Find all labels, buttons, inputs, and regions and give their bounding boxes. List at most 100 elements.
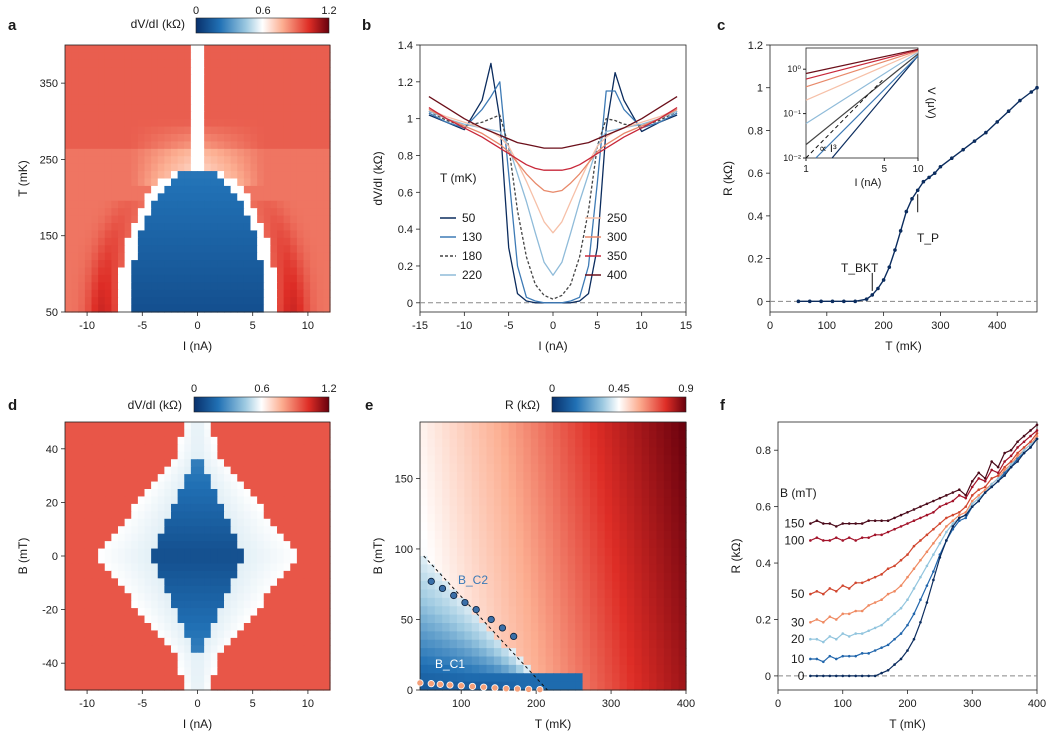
- panel-f-point-100: [945, 502, 948, 506]
- heatmap-a-cell-cell: [250, 45, 258, 54]
- heatmap-e-cell-cell: [560, 564, 569, 574]
- heatmap-d-cell-cell: [263, 660, 271, 669]
- heatmap-e-cell-cell: [508, 589, 517, 599]
- heatmap-d-cell-cell: [224, 593, 232, 602]
- heatmap-e-cell-cell: [449, 623, 458, 632]
- heatmap-d-cell-cell: [111, 556, 119, 565]
- heatmap-e-cell-cell: [656, 505, 665, 515]
- heatmap-e-cell-cell: [530, 623, 539, 632]
- heatmap-d-cell-cell: [157, 511, 165, 520]
- heatmap-d-cell-cell: [177, 474, 185, 483]
- heatmap-a-cell-cell: [263, 89, 271, 98]
- heatmap-d-cell-cell: [283, 511, 291, 520]
- inset-xtick-label-1: 5: [882, 164, 888, 175]
- heatmap-a-cell-cell: [137, 67, 146, 76]
- heatmap-d-cell-cell: [171, 436, 179, 445]
- heatmap-e-cell-cell: [626, 480, 635, 490]
- heatmap-e-cell-cell: [442, 614, 451, 624]
- heatmap-d-cell-cell: [270, 422, 278, 431]
- heatmap-d-cell-cell: [137, 585, 146, 594]
- heatmap-a-cell-cell: [197, 119, 205, 128]
- heatmap-a-cell-cell: [237, 185, 245, 194]
- heatmap-a-cell-cell: [210, 111, 218, 120]
- heatmap-a-cell-cell: [151, 200, 159, 209]
- heatmap-e-cell-cell: [626, 681, 635, 691]
- heatmap-e-cell-cell: [604, 522, 613, 532]
- heatmap-a-cell-cell: [157, 67, 165, 76]
- panel-f-point-150: [867, 519, 870, 523]
- heatmap-e-cell-cell: [641, 556, 650, 565]
- heatmap-e-cell-cell: [597, 530, 606, 540]
- heatmap-e-cell-cell: [597, 673, 606, 683]
- heatmap-a-cell-cell: [177, 45, 185, 54]
- heatmap-e-cell-cell: [538, 673, 547, 683]
- inset-ytick-label-2: 10⁰: [787, 64, 801, 74]
- heatmap-e-cell-cell: [486, 480, 495, 490]
- heatmap-e-cell-cell: [619, 564, 628, 574]
- heatmap-a-cell-cell: [177, 208, 185, 217]
- heatmap-a-cell-cell: [171, 252, 179, 261]
- heatmap-d-cell-cell: [197, 503, 205, 512]
- heatmap-d-cell-cell: [65, 466, 73, 475]
- heatmap-e-cell-cell: [420, 438, 428, 448]
- heatmap-d-cell-cell: [131, 682, 139, 691]
- heatmap-a-cell-cell: [78, 208, 86, 217]
- heatmap-a-cell-cell: [118, 237, 126, 246]
- heatmap-e-cell-cell: [427, 530, 436, 540]
- heatmap-a-cell-cell: [310, 304, 318, 313]
- heatmap-e-cell-cell: [449, 648, 458, 658]
- heatmap-a-cell-cell: [104, 223, 112, 232]
- heatmap-d-cell-cell: [224, 585, 232, 594]
- heatmap-a-cell-cell: [144, 274, 152, 283]
- heatmap-a-cell-cell: [257, 193, 265, 202]
- heatmap-a-cell-cell: [263, 178, 271, 187]
- heatmap-e-cell-cell: [663, 530, 672, 540]
- heatmap-a-cell-cell: [98, 289, 106, 298]
- heatmap-e-cell-cell: [545, 673, 554, 683]
- panel-f-point-150: [815, 519, 819, 523]
- bc2-fit-line: [423, 555, 548, 691]
- panel-c-point: [972, 139, 977, 143]
- heatmap-a-cell-cell: [84, 267, 93, 276]
- heatmap-a-cell-cell: [84, 200, 93, 209]
- heatmap-e-cell-cell: [530, 597, 539, 607]
- heatmap-a-cell-cell: [310, 45, 318, 54]
- heatmap-d-cell-cell: [290, 637, 298, 646]
- heatmap-a-cell-cell: [78, 260, 86, 269]
- heatmap-d-cell-cell: [157, 541, 165, 550]
- heatmap-a-cell-cell: [65, 200, 73, 209]
- heatmap-d-cell-cell: [171, 511, 179, 520]
- heatmap-e-cell-cell: [634, 455, 643, 465]
- heatmap-a-cell-cell: [250, 111, 258, 120]
- heatmap-d-cell-cell: [270, 630, 278, 639]
- heatmap-d-cell-cell: [164, 563, 172, 572]
- heatmap-a-cell-cell: [78, 82, 86, 91]
- heatmap-d-cell-cell: [91, 511, 99, 520]
- heatmap-d-cell-cell: [137, 630, 146, 639]
- panel-c-xtick-label-0: 0: [767, 320, 773, 332]
- heatmap-d-cell-cell: [118, 563, 126, 572]
- heatmap-d-cell-cell: [171, 459, 179, 468]
- heatmap-d-cell-cell: [316, 608, 324, 617]
- heatmap-d-cell-cell: [204, 630, 212, 639]
- heatmap-d-cell-cell: [84, 518, 93, 527]
- heatmap-e-cell-cell: [464, 505, 473, 515]
- panel-f-point-100: [1016, 446, 1019, 449]
- heatmap-d-cell-cell: [157, 637, 165, 646]
- panel-f-point-150: [1003, 451, 1006, 455]
- heatmap-a-cell-cell: [243, 245, 252, 254]
- heatmap-a-cell-cell: [190, 104, 199, 113]
- heatmap-d-cell-cell: [283, 481, 291, 490]
- heatmap-d-cell-cell: [270, 682, 278, 691]
- heatmap-e-cell-cell: [508, 581, 517, 591]
- panel-f-xtick-label-1: 100: [834, 698, 852, 710]
- heatmap-d-cell-cell: [197, 615, 205, 624]
- heatmap-d-cell-cell: [84, 630, 93, 639]
- heatmap-d-cell-cell: [270, 548, 278, 557]
- heatmap-a-cell-cell: [71, 52, 79, 61]
- heatmap-a-cell-cell: [111, 245, 119, 254]
- heatmap-e-cell-cell: [597, 664, 606, 674]
- heatmap-a-cell-cell: [131, 215, 139, 224]
- heatmap-d-cell-cell: [104, 637, 112, 646]
- heatmap-d-cell-cell: [157, 481, 165, 490]
